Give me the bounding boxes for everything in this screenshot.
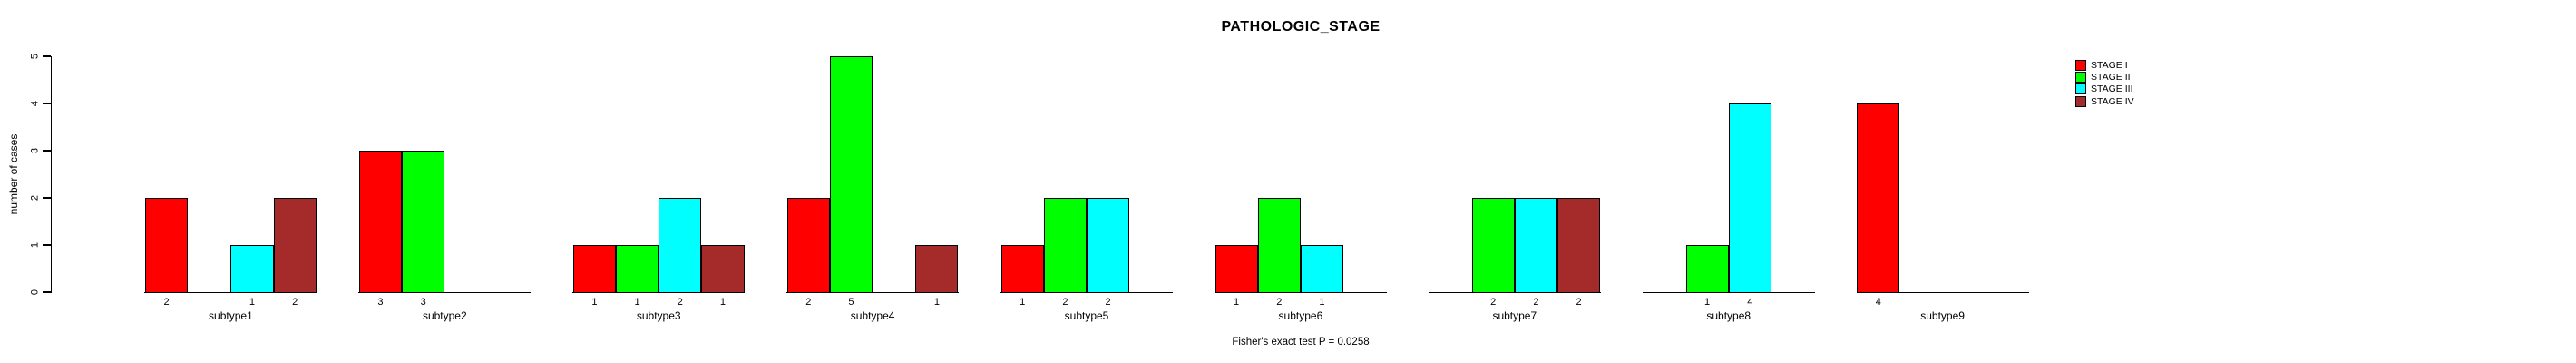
legend: STAGE I STAGE II STAGE III STAGE IV bbox=[2075, 59, 2134, 108]
legend-swatch bbox=[2075, 72, 2086, 83]
bar-value-label: 1 bbox=[933, 297, 940, 308]
bar-value-label: 2 bbox=[677, 297, 683, 308]
bar-value-label: 1 bbox=[1020, 297, 1026, 308]
group-label: subtype8 bbox=[1706, 309, 1751, 322]
bar bbox=[786, 198, 830, 293]
group-baseline bbox=[1428, 292, 1601, 294]
bar bbox=[1215, 245, 1258, 293]
bar-value-label: 2 bbox=[805, 297, 812, 308]
y-axis-title: number of cases bbox=[7, 133, 20, 215]
bar-value-label: 2 bbox=[1576, 297, 1582, 308]
group-label: subtype2 bbox=[422, 309, 467, 322]
bar-value-label: 5 bbox=[848, 297, 854, 308]
bar-value-label: 1 bbox=[591, 297, 598, 308]
bar-value-label: 2 bbox=[1533, 297, 1539, 308]
legend-row: STAGE IV bbox=[2075, 95, 2134, 107]
y-axis-tick-label: 5 bbox=[29, 53, 41, 60]
legend-swatch bbox=[2075, 83, 2086, 95]
bar bbox=[1257, 198, 1301, 293]
legend-swatch bbox=[2075, 59, 2086, 71]
bar-value-label: 1 bbox=[719, 297, 727, 308]
group-label: subtype3 bbox=[636, 309, 681, 322]
y-axis-tick-label: 2 bbox=[29, 194, 41, 201]
group-baseline bbox=[786, 292, 960, 294]
legend-label: STAGE II bbox=[2091, 72, 2131, 83]
group-label: subtype4 bbox=[850, 309, 895, 322]
y-axis-line bbox=[50, 56, 52, 294]
y-axis-tick-label: 3 bbox=[29, 147, 41, 154]
legend-swatch bbox=[2075, 95, 2086, 107]
bar-value-label: 4 bbox=[1747, 297, 1753, 308]
bar bbox=[1087, 198, 1130, 293]
bar bbox=[1728, 103, 1771, 293]
bar bbox=[358, 151, 403, 293]
bar bbox=[1685, 245, 1729, 293]
bar-value-label: 1 bbox=[1319, 297, 1325, 308]
bar-value-label: 2 bbox=[1105, 297, 1111, 308]
group-label: subtype5 bbox=[1064, 309, 1109, 322]
bar bbox=[1514, 198, 1557, 293]
bar bbox=[701, 245, 745, 293]
bar bbox=[230, 245, 274, 293]
bar bbox=[1557, 198, 1601, 293]
y-axis-tick bbox=[42, 197, 51, 199]
bar-value-label: 2 bbox=[292, 297, 298, 308]
y-axis-tick bbox=[42, 150, 51, 152]
legend-row: STAGE III bbox=[2075, 83, 2134, 95]
bar bbox=[616, 245, 659, 293]
y-axis-tick-label: 4 bbox=[29, 100, 41, 107]
footnote-pvalue: Fisher's exact test P = 0.0258 bbox=[1232, 337, 1370, 348]
bar bbox=[1471, 198, 1515, 293]
bar-value-label: 1 bbox=[1704, 297, 1711, 308]
group-baseline bbox=[358, 292, 532, 294]
bar-value-label: 2 bbox=[1490, 297, 1497, 308]
group-baseline bbox=[1000, 292, 1174, 294]
legend-row: STAGE II bbox=[2075, 71, 2134, 83]
group-label: subtype1 bbox=[209, 309, 253, 322]
y-axis-tick bbox=[42, 55, 51, 57]
bar bbox=[829, 56, 873, 293]
bar-value-label: 1 bbox=[249, 297, 256, 308]
y-axis-tick bbox=[42, 291, 51, 293]
bar bbox=[572, 245, 616, 293]
group-label: subtype7 bbox=[1492, 309, 1537, 322]
bar bbox=[273, 198, 317, 293]
legend-label: STAGE I bbox=[2091, 59, 2128, 71]
bar bbox=[1000, 245, 1044, 293]
bar bbox=[915, 245, 959, 293]
legend-label: STAGE III bbox=[2091, 83, 2133, 95]
bar-value-label: 4 bbox=[1875, 297, 1881, 308]
bar bbox=[1857, 103, 1900, 293]
bar-value-label: 1 bbox=[634, 297, 640, 308]
bar-value-label: 2 bbox=[163, 297, 170, 308]
bar bbox=[1043, 198, 1087, 293]
y-axis-tick-label: 0 bbox=[29, 289, 41, 296]
bar-value-label: 1 bbox=[1234, 297, 1240, 308]
group-label: subtype9 bbox=[1920, 309, 1965, 322]
bar-value-label: 3 bbox=[377, 297, 384, 308]
chart-title: PATHOLOGIC_STAGE bbox=[1221, 19, 1381, 34]
y-axis-tick bbox=[42, 244, 51, 246]
group-baseline bbox=[1856, 292, 2029, 294]
bar bbox=[402, 151, 445, 293]
bar bbox=[145, 198, 189, 293]
bar-value-label: 2 bbox=[1276, 297, 1283, 308]
legend-row: STAGE I bbox=[2075, 59, 2134, 71]
bar bbox=[1300, 245, 1344, 293]
group-label: subtype6 bbox=[1278, 309, 1323, 322]
bar bbox=[659, 198, 702, 293]
bar-value-label: 3 bbox=[420, 297, 426, 308]
legend-label: STAGE IV bbox=[2091, 95, 2134, 107]
bar-value-label: 2 bbox=[1062, 297, 1068, 308]
y-axis-tick-label: 1 bbox=[29, 241, 41, 249]
